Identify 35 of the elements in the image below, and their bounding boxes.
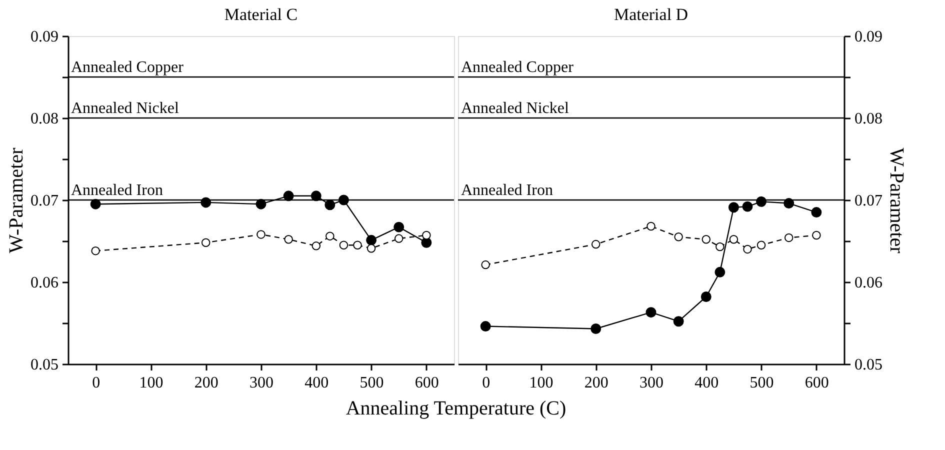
x-tick-label: 400: [304, 374, 329, 392]
y2-axis-title: W-Parameter: [886, 148, 908, 254]
x-tick-label: 400: [694, 374, 719, 392]
y2-tick-label: 0.06: [854, 274, 882, 292]
x-tick-label: 100: [139, 374, 164, 392]
x-tick-label: 0: [92, 374, 100, 392]
x-axis-title: Annealing Temperature (C): [346, 398, 566, 420]
x-tick-label: 200: [584, 374, 608, 392]
ref-line-label: Annealed Nickel: [71, 100, 180, 117]
x-tick-label: 200: [194, 374, 218, 392]
x-tick-label: 300: [640, 374, 664, 392]
y-tick-label: 0.07: [30, 192, 58, 210]
x-tick-label: 100: [529, 374, 554, 392]
x-tick-label: 500: [360, 374, 384, 392]
x-tick-label: 300: [250, 374, 274, 392]
x-tick-label: 500: [750, 374, 774, 392]
y-tick-label: 0.08: [30, 110, 58, 128]
x-tick-label: 0: [482, 374, 490, 392]
ref-line-label: Annealed Copper: [461, 59, 574, 76]
y-axis-title: W-Parameter: [6, 147, 28, 254]
y-tick-label: 0.09: [30, 28, 58, 46]
y2-tick-label: 0.09: [854, 28, 882, 46]
y2-tick-label: 0.05: [854, 356, 882, 374]
y-tick-label: 0.05: [30, 356, 58, 374]
ref-line-label: Annealed Copper: [71, 59, 184, 76]
y2-tick-label: 0.08: [854, 110, 882, 128]
x-tick-label: 600: [804, 374, 829, 392]
x-tick-label: 600: [414, 374, 439, 392]
ref-line-label: Annealed Iron: [461, 182, 553, 199]
ref-line-label: Annealed Iron: [71, 182, 163, 199]
y2-tick-label: 0.07: [854, 192, 882, 210]
chart-title: Material C: [224, 5, 298, 24]
chart-title: Material D: [614, 5, 688, 24]
y-tick-label: 0.06: [30, 274, 58, 292]
ref-line-label: Annealed Nickel: [461, 100, 570, 117]
